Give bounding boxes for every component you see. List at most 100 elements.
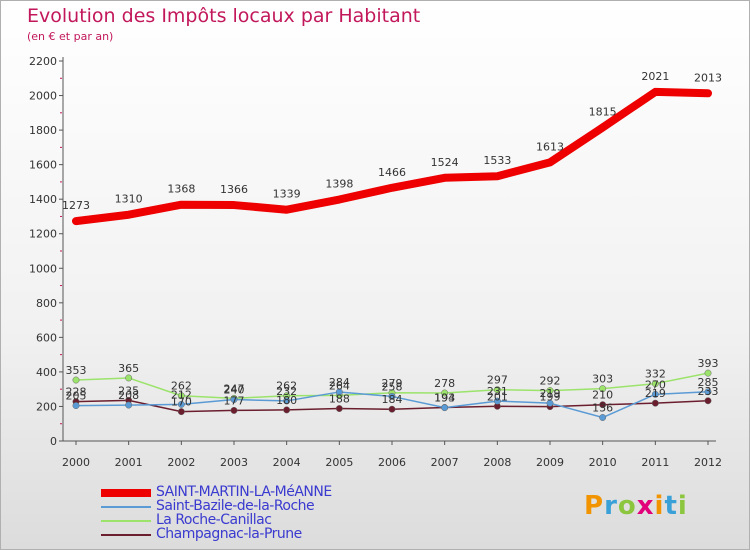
logo-letter: o <box>617 491 637 521</box>
data-label: 393 <box>698 357 719 370</box>
data-point <box>388 392 396 400</box>
data-label: 262 <box>276 380 297 393</box>
data-label: 193 <box>434 392 455 405</box>
data-label: 170 <box>171 396 192 409</box>
data-point <box>177 408 185 416</box>
data-point <box>177 392 185 400</box>
legend-swatch <box>101 534 151 536</box>
data-point <box>651 380 659 388</box>
logo-letter: r <box>604 491 618 521</box>
logo-letter: i <box>654 491 665 521</box>
data-label: 297 <box>487 374 508 387</box>
data-label: 1398 <box>325 178 353 191</box>
data-label: 210 <box>592 389 613 402</box>
y-tick-label: 600 <box>36 331 57 344</box>
data-label: 1366 <box>220 183 248 196</box>
data-label: 201 <box>487 390 508 403</box>
data-point <box>125 401 133 409</box>
data-point <box>441 389 449 397</box>
data-label: 232 <box>276 385 297 398</box>
data-label: 353 <box>66 364 87 377</box>
legend-label: La Roche-Canillac <box>156 512 272 528</box>
data-point <box>493 386 501 394</box>
x-tick-label: 2002 <box>167 456 195 469</box>
data-label: 1524 <box>431 156 459 169</box>
data-label: 2013 <box>694 71 722 84</box>
data-label: 188 <box>329 393 350 406</box>
data-label: 292 <box>540 375 561 388</box>
data-label: 177 <box>224 394 245 407</box>
data-label: 205 <box>66 390 87 403</box>
data-point <box>599 414 607 421</box>
y-tick-label: 2000 <box>29 90 57 103</box>
y-tick-label: 400 <box>36 366 57 379</box>
data-point <box>493 397 501 405</box>
data-point <box>177 400 185 408</box>
legend-label: Saint-Bazile-de-la-Roche <box>156 498 315 514</box>
data-label: 184 <box>382 393 403 406</box>
data-label: 1613 <box>536 140 564 153</box>
data-point <box>125 374 133 382</box>
x-tick-label: 2003 <box>220 456 248 469</box>
data-label: 219 <box>540 387 561 400</box>
logo-letter: i <box>677 491 688 521</box>
line-chart: 0 200 400 600 800 1000 1200 1400 1600 1800 2000 220… <box>29 55 722 469</box>
data-label: 235 <box>118 384 139 397</box>
data-label: 1273 <box>62 199 90 212</box>
data-label: 219 <box>645 387 666 400</box>
data-label: 1815 <box>589 106 617 119</box>
logo-letter: x <box>636 491 655 521</box>
data-point <box>651 390 659 398</box>
data-label: 1310 <box>115 193 143 206</box>
x-tick-label: 2006 <box>378 456 406 469</box>
y-tick-label: 2200 <box>29 55 57 68</box>
data-label: 279 <box>382 377 403 390</box>
data-label: 136 <box>592 402 613 415</box>
x-tick-label: 2012 <box>694 456 722 469</box>
data-label: 231 <box>487 385 508 398</box>
x-tick-label: 2008 <box>483 456 511 469</box>
x-tick-label: 2001 <box>115 456 143 469</box>
data-label: 233 <box>698 385 719 398</box>
chart-subtitle: (en € et par an) <box>27 30 114 43</box>
data-label: 208 <box>118 389 139 402</box>
proxiti-logo: Proxiti <box>584 491 688 521</box>
x-tick-label: 2009 <box>536 456 564 469</box>
data-point <box>704 369 712 377</box>
data-label: 262 <box>171 380 192 393</box>
data-label: 1466 <box>378 166 406 179</box>
data-point <box>283 406 291 414</box>
x-tick-label: 2005 <box>325 456 353 469</box>
data-point <box>704 397 712 405</box>
data-label: 228 <box>66 386 87 399</box>
data-label: 194 <box>434 391 455 404</box>
legend-swatch <box>101 520 151 522</box>
data-label: 247 <box>224 382 245 395</box>
data-label: 264 <box>329 379 350 392</box>
data-label: 1368 <box>167 183 195 196</box>
logo-letter: P <box>584 491 605 521</box>
data-label: 285 <box>698 376 719 389</box>
data-point <box>335 388 343 396</box>
data-label: 365 <box>118 362 139 375</box>
y-tick-label: 1400 <box>29 193 57 206</box>
data-point <box>546 387 554 395</box>
chart-title: Evolution des Impôts locaux par Habitant <box>27 5 421 27</box>
y-tick-label: 800 <box>36 297 57 310</box>
data-point <box>599 385 607 393</box>
data-label: 212 <box>171 388 192 401</box>
data-label: 332 <box>645 368 666 381</box>
series-line <box>72 87 712 226</box>
data-point <box>72 402 80 410</box>
data-point <box>283 397 291 405</box>
y-tick-label: 1200 <box>29 228 57 241</box>
data-point <box>441 404 449 412</box>
legend-swatch <box>101 506 151 508</box>
x-tick-label: 2000 <box>62 456 90 469</box>
y-tick-label: 0 <box>50 435 57 448</box>
y-tick-label: 1800 <box>29 124 57 137</box>
y-tick-label: 1000 <box>29 262 57 275</box>
x-tick-label: 2010 <box>589 456 617 469</box>
data-point <box>335 405 343 412</box>
